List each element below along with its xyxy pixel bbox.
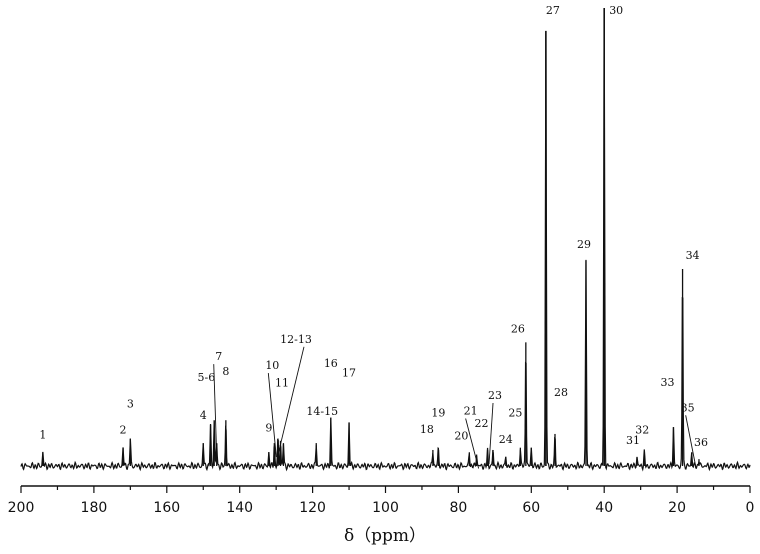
peak-label-18: 21: [464, 405, 478, 418]
x-tick-label: 200: [8, 500, 35, 516]
peak-label-29: 32: [635, 423, 649, 436]
x-tick-label: 120: [299, 500, 326, 516]
peak-leader-18: [465, 418, 480, 469]
spectrum-layer: [20, 7, 751, 472]
peak-label-7: 8: [222, 365, 229, 378]
x-tick-label: 180: [81, 500, 108, 516]
peak-label-3: 3: [127, 398, 134, 411]
peak-leader-6: [213, 364, 218, 458]
x-tick-label: 140: [226, 500, 253, 516]
peak-label-22: 25: [508, 407, 522, 420]
peak-label-16: 19: [431, 407, 445, 420]
peak-label-14: 17: [342, 366, 356, 379]
peak-label-32: 35: [681, 401, 695, 414]
peak-label-layer: 1 2345-6789101112-1314-151617181920212223…: [39, 4, 708, 469]
x-tick-label: 80: [449, 500, 467, 516]
x-tick-label: 60: [522, 500, 540, 516]
peak-label-9: 10: [265, 359, 279, 372]
peak-label-6: 7: [215, 350, 222, 363]
peak-label-24: 27: [546, 4, 560, 17]
peak-leader-20: [488, 402, 494, 464]
peak-label-21: 24: [499, 433, 513, 446]
peak-label-2: 2: [120, 424, 127, 437]
peak-label-4: 4: [200, 409, 207, 422]
x-axis-ticks: 200 180 160 140 120 100 80 60 40 20 0: [8, 486, 755, 516]
peak-label-20: 23: [488, 389, 502, 402]
peak-label-19: 22: [475, 417, 489, 430]
peak-label-11: 12-13: [280, 333, 312, 346]
peak-label-13: 16: [324, 357, 338, 370]
x-tick-label: 160: [153, 500, 180, 516]
peak-leader-11: [277, 346, 305, 455]
x-tick-label: 40: [595, 500, 613, 516]
peak-label-1: 1: [39, 428, 46, 441]
x-tick-label: 100: [372, 500, 399, 516]
peak-label-25: 28: [554, 386, 568, 399]
x-axis-label: δ（ppm）: [344, 526, 426, 546]
peak-label-31: 34: [686, 249, 700, 262]
peak-leader-32: [685, 415, 697, 467]
x-tick-label: 0: [746, 500, 755, 516]
peak-label-15: 18: [420, 423, 434, 436]
peak-label-27: 30: [609, 4, 623, 17]
peak-label-28: 31: [626, 434, 640, 447]
spectrum-line: [20, 7, 751, 472]
peak-label-33: 36: [694, 436, 708, 449]
peak-label-8: 9: [265, 421, 272, 434]
peak-label-30: 33: [660, 376, 674, 389]
peak-label-26: 29: [577, 238, 591, 251]
peak-label-10: 11: [275, 377, 289, 390]
peak-label-17: 20: [454, 429, 468, 442]
peak-label-23: 26: [511, 322, 525, 335]
peak-leader-9: [267, 373, 277, 458]
peak-label-5: 5-6: [198, 371, 216, 384]
x-tick-label: 20: [668, 500, 686, 516]
peak-label-12: 14-15: [306, 405, 338, 418]
